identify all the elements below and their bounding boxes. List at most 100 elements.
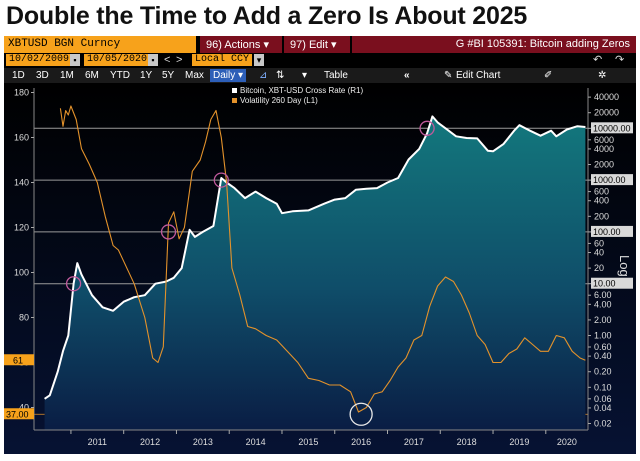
- x-tick-label-5: 2016: [351, 437, 371, 447]
- bitcoin-area: [44, 116, 586, 431]
- calendar-from-icon[interactable]: ▪: [70, 54, 80, 66]
- chart-svg: 180160140120100806040400002000010000.006…: [4, 84, 636, 454]
- right-tick-label-3: 6000: [594, 135, 614, 145]
- actions-menu[interactable]: 96) Actions ▾: [200, 36, 282, 53]
- right-tick-label-15: 6.00: [594, 290, 612, 300]
- x-tick-label-4: 2015: [298, 437, 318, 447]
- date-from-field[interactable]: 10/02/2009: [6, 54, 73, 66]
- right-tick-label-4: 4000: [594, 144, 614, 154]
- left-tick-label-7: 40: [19, 403, 29, 413]
- marker-circle-3: [419, 120, 435, 136]
- redo-icon[interactable]: ↷: [615, 54, 625, 66]
- undo-icon[interactable]: ↶: [593, 54, 603, 66]
- right-tick-label-16: 4.00: [594, 299, 612, 309]
- right-tick-label-22: 0.10: [594, 382, 612, 392]
- edit-chart-button[interactable]: Edit Chart: [456, 70, 501, 81]
- page-id: G #BI 105391: Bitcoin adding Zeros: [352, 36, 636, 53]
- period-5y[interactable]: 5Y: [162, 70, 175, 81]
- headline: Double the Time to Add a Zero Is About 2…: [6, 2, 528, 30]
- log-scale-label: Log: [617, 255, 632, 277]
- period-ytd[interactable]: YTD: [110, 70, 130, 81]
- marker-circle-2: [213, 172, 229, 188]
- line-chart-icon[interactable]: ⊿: [259, 70, 268, 81]
- right-tick-highlight-2: [591, 122, 633, 134]
- right-tick-label-9: 200: [594, 211, 609, 221]
- right-tick-label-8: 400: [594, 196, 609, 206]
- edit-menu[interactable]: 97) Edit ▾: [284, 36, 350, 53]
- period-1m[interactable]: 1M: [60, 70, 74, 81]
- right-tick-label-1: 20000: [594, 108, 619, 118]
- period-1y[interactable]: 1Y: [140, 70, 153, 81]
- collapse-icon[interactable]: «: [404, 70, 410, 81]
- chevron-down-icon[interactable]: ▾: [302, 70, 308, 81]
- x-tick-label-6: 2017: [404, 437, 424, 447]
- period-3d[interactable]: 3D: [36, 70, 49, 81]
- chart-area: 180160140120100806040400002000010000.006…: [4, 84, 636, 454]
- marker-circle-1: [160, 224, 177, 240]
- period-1d[interactable]: 1D: [12, 70, 25, 81]
- currency-dropdown-icon[interactable]: ▾: [254, 54, 264, 66]
- volatility-ref-tag: [4, 408, 34, 420]
- right-tick-label-24: 0.04: [594, 403, 612, 413]
- left-tick-label-2: 140: [14, 178, 29, 188]
- right-tick-label-0: 40000: [594, 92, 619, 102]
- table-button[interactable]: Table: [324, 70, 348, 81]
- arrows-vertical-icon[interactable]: ⇅: [276, 70, 285, 81]
- legend-label-1: Volatility 260 Day (L1): [240, 96, 318, 105]
- left-tick-label-4: 100: [14, 268, 29, 278]
- bitcoin-line: [44, 115, 586, 400]
- legend-swatch-0: [232, 88, 237, 93]
- right-tick-label-21: 0.20: [594, 367, 612, 377]
- prev-button[interactable]: <: [164, 54, 171, 66]
- last-value-tag: [4, 354, 34, 366]
- marker-circle-0: [65, 276, 82, 292]
- last-value-label: 61: [13, 355, 23, 365]
- left-tick-label-3: 120: [14, 223, 29, 233]
- period-max[interactable]: Max: [185, 70, 204, 81]
- right-tick-label-6: 1000.00: [593, 175, 626, 185]
- right-tick-label-11: 60: [594, 238, 604, 248]
- x-tick-label-9: 2020: [557, 437, 577, 447]
- left-tick-label-0: 180: [14, 88, 29, 98]
- x-tick-label-2: 2013: [193, 437, 213, 447]
- right-tick-label-5: 2000: [594, 160, 614, 170]
- next-button[interactable]: >: [176, 54, 183, 66]
- right-tick-highlight-14: [591, 277, 633, 289]
- right-tick-highlight-6: [591, 174, 633, 186]
- x-tick-label-0: 2011: [88, 437, 107, 447]
- period-6m[interactable]: 6M: [85, 70, 99, 81]
- pencil-icon[interactable]: ✐: [544, 70, 553, 81]
- right-tick-label-23: 0.06: [594, 394, 612, 404]
- right-tick-label-12: 40: [594, 248, 604, 258]
- right-tick-label-18: 1.00: [594, 331, 612, 341]
- marker-circle-4: [349, 402, 373, 426]
- right-tick-label-10: 100.00: [593, 227, 621, 237]
- right-tick-highlight-10: [591, 225, 633, 237]
- x-tick-label-7: 2018: [457, 437, 477, 447]
- calendar-to-icon[interactable]: ▪: [148, 54, 158, 66]
- x-tick-label-1: 2012: [140, 437, 160, 447]
- volatility-line: [59, 105, 586, 413]
- right-tick-label-19: 0.60: [594, 342, 612, 352]
- volatility-ref-label: 37.00: [6, 409, 29, 419]
- right-tick-label-13: 20: [594, 263, 604, 273]
- bloomberg-terminal: XBTUSD BGN Curncy 96) Actions ▾ 97) Edit…: [4, 36, 636, 454]
- date-bar: 10/02/2009 ▪ 10/05/2020 ▪ < > Local CCY …: [4, 53, 636, 67]
- right-tick-label-25: 0.02: [594, 419, 612, 429]
- date-to-field[interactable]: 10/05/2020: [84, 54, 151, 66]
- right-tick-label-17: 2.00: [594, 315, 612, 325]
- right-tick-label-2: 10000.00: [593, 123, 631, 133]
- left-tick-label-1: 160: [14, 133, 29, 143]
- x-tick-label-3: 2014: [246, 437, 266, 447]
- frequency-select[interactable]: Daily ▾: [210, 69, 247, 82]
- legend-swatch-1: [232, 98, 237, 103]
- right-tick-label-20: 0.40: [594, 351, 612, 361]
- title-bar: XBTUSD BGN Curncy 96) Actions ▾ 97) Edit…: [4, 36, 636, 53]
- ticker-field[interactable]: XBTUSD BGN Curncy: [4, 36, 196, 53]
- edit-chart-pencil-icon[interactable]: ✎: [444, 70, 453, 81]
- currency-select[interactable]: Local CCY: [192, 54, 252, 66]
- gear-icon[interactable]: ✲: [598, 70, 607, 81]
- legend-label-0: Bitcoin, XBT-USD Cross Rate (R1): [240, 86, 363, 95]
- left-tick-label-5: 80: [19, 313, 29, 323]
